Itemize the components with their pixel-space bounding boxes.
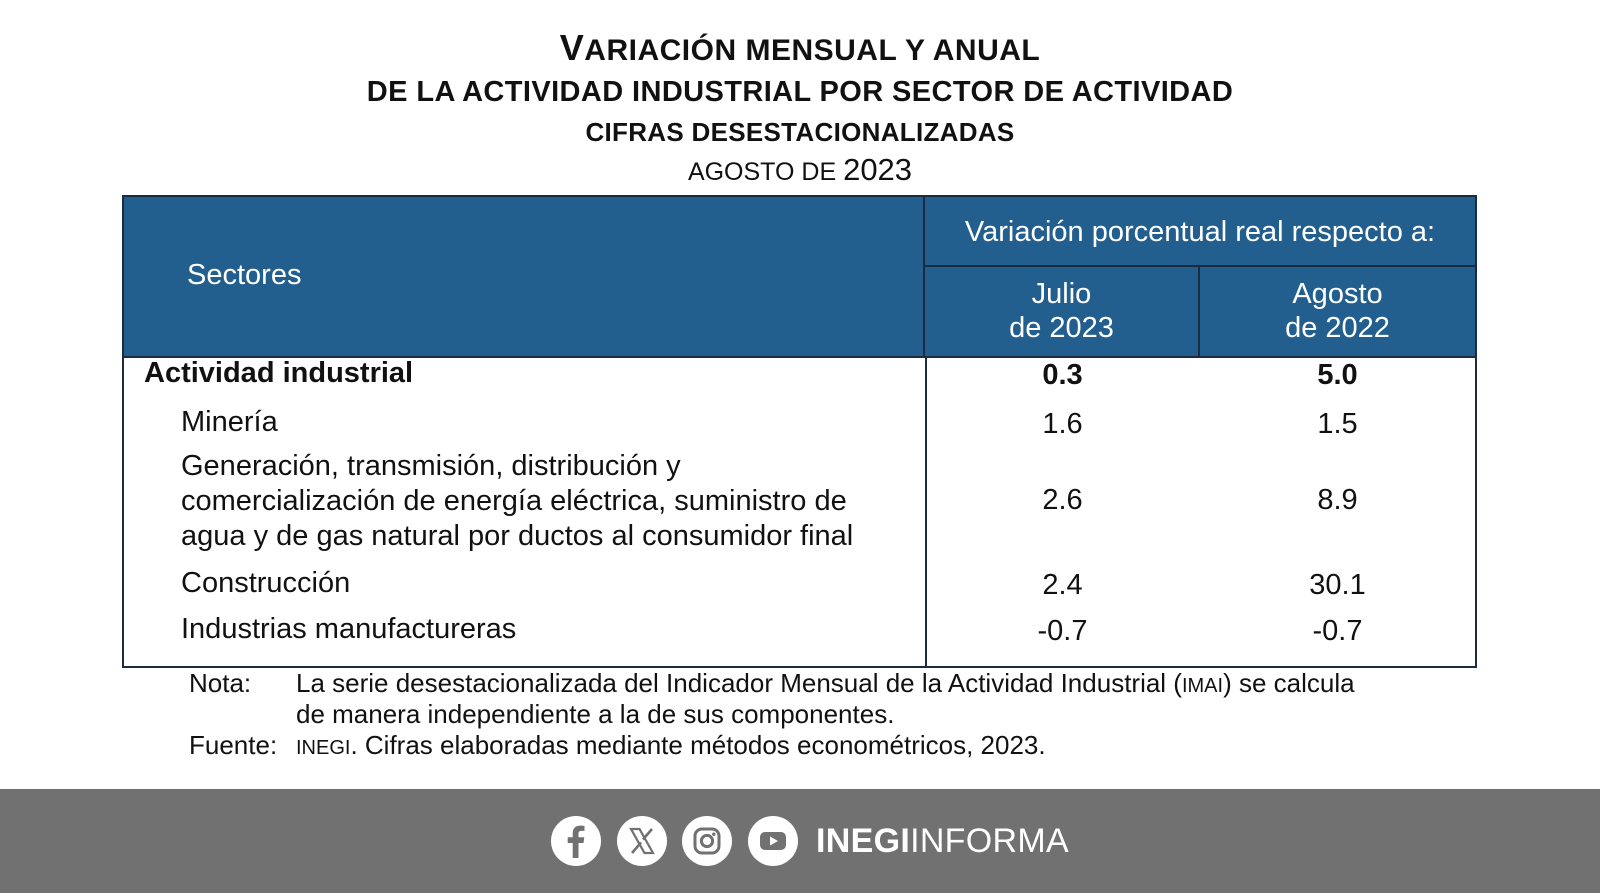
cell-agosto-2022: 1.5 — [1317, 408, 1358, 440]
brand-wordmark: INEGIINFORMA — [816, 822, 1069, 860]
cell-julio-2023: 2.6 — [1042, 484, 1083, 516]
cell-agosto-2022: -0.7 — [1312, 615, 1363, 647]
footer-bar: INEGIINFORMA — [0, 789, 1600, 893]
data-table: Sectores Variación porcentual real respe… — [122, 195, 1477, 668]
row-label: Actividad industrial — [144, 357, 414, 389]
row-label: Generación, transmisión, distribución y … — [181, 450, 854, 552]
column-header-agosto-2022: Agosto de 2022 — [1200, 267, 1475, 356]
column-header-julio-2023: Julio de 2023 — [925, 267, 1200, 356]
cell-julio-2023: -0.7 — [1037, 615, 1088, 647]
row-label: Minería — [181, 406, 278, 438]
group-header: Variación porcentual real respecto a: — [925, 197, 1475, 267]
cell-agosto-2022: 8.9 — [1317, 484, 1358, 516]
youtube-icon[interactable] — [748, 816, 798, 866]
header-divider — [124, 356, 1475, 358]
cell-julio-2023: 0.3 — [1042, 359, 1083, 391]
row-label: Construcción — [181, 567, 351, 599]
cell-julio-2023: 1.6 — [1042, 408, 1083, 440]
cell-julio-2023: 2.4 — [1042, 569, 1083, 601]
cell-agosto-2022: 5.0 — [1317, 359, 1358, 391]
column-divider — [925, 358, 927, 666]
sectors-header: Sectores — [187, 259, 302, 291]
row-label: Industrias manufactureras — [181, 613, 517, 645]
instagram-icon[interactable] — [682, 816, 732, 866]
title-line-1: VARIACIÓN MENSUAL Y ANUAL — [559, 27, 1041, 68]
title-line-2: DE LA ACTIVIDAD INDUSTRIAL POR SECTOR DE… — [366, 76, 1234, 108]
title-line-3: CIFRAS DESESTACIONALIZADAS — [585, 117, 1015, 147]
cell-agosto-2022: 30.1 — [1309, 569, 1366, 601]
title-block: VARIACIÓN MENSUAL Y ANUAL DE LA ACTIVIDA… — [0, 28, 1600, 191]
sectors-header-cell: Sectores — [124, 197, 925, 356]
facebook-icon[interactable] — [551, 816, 601, 866]
title-line-4: AGOSTO DE 2023 — [687, 152, 913, 187]
x-icon[interactable] — [617, 816, 667, 866]
